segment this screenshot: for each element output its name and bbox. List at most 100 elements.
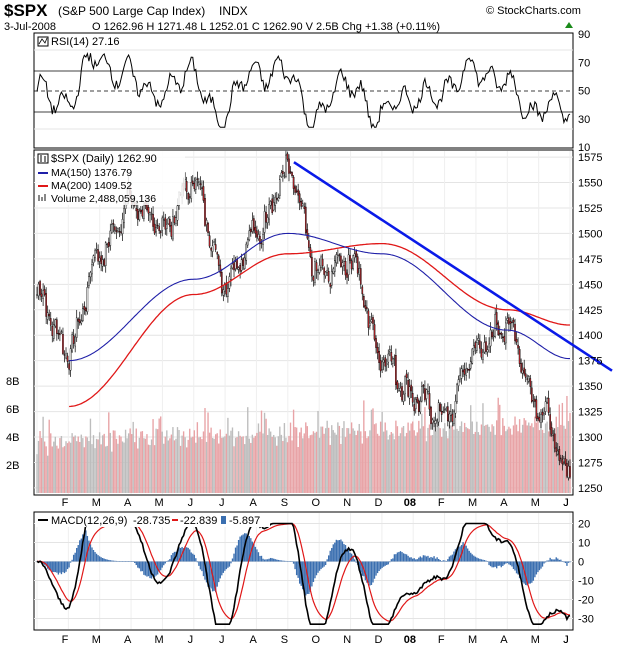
volume-bar [208,432,211,493]
month-label: F [62,634,69,646]
volume-bar [100,444,102,493]
candle-body [208,235,211,247]
candle-body [385,363,388,366]
volume-legend-swatch [38,194,46,201]
macd-hist-bar [158,561,160,572]
macd-hist-bar [228,561,231,567]
candle-body [107,242,110,247]
volume-bar [59,438,61,493]
volume-bar [124,429,127,493]
candle-body [89,272,92,278]
month-axis-bottom: F M A M J J A S O N D 08 F M A M JJ [62,634,569,646]
volume-bar [253,437,255,493]
candle-body [501,336,504,339]
macd-hist-bar [396,552,399,562]
volume-tick-label: 2B [6,460,19,472]
volume-bar [109,432,111,493]
volume-bar [425,441,428,493]
macd-hist-bar [538,561,541,571]
macd-hist-bar [554,559,556,562]
macd-hist-bar [298,561,301,584]
volume-bar [451,425,454,493]
volume-bar [254,435,257,493]
macd-hist-bar [453,551,455,562]
macd-hist-bar [483,560,486,562]
volume-bar [521,424,524,493]
candle-body [36,294,38,296]
macd-hist-bar [276,559,278,562]
volume-bar [552,427,554,493]
candle-body [329,283,332,287]
macd-hist-bar [361,561,363,576]
volume-bar [105,446,107,493]
candle-body [531,387,533,402]
macd-hist-bar [399,551,402,562]
candle-body [332,268,335,274]
volume-bar [421,413,423,493]
month-label: O [312,634,321,646]
macd-hist-bar [123,561,125,562]
volume-bar [340,443,342,493]
candle-body [283,175,286,177]
volume-bar [82,438,84,493]
volume-bar [514,416,516,493]
candle-body [411,393,414,403]
volume-bar [456,428,458,493]
candle-body [556,450,559,455]
candle-body [239,265,241,272]
volume-bar [402,425,405,493]
volume-bar [94,448,96,493]
macd-hist-bar [135,561,137,566]
macd-hist-bar [121,561,124,562]
volume-bars [36,395,571,493]
candle-body [321,258,324,267]
candle-body [269,201,272,206]
macd-hist-bar [340,539,342,562]
volume-bar [140,431,142,493]
candle-body [118,231,121,233]
price-tick-label: 1525 [578,203,602,215]
month-label: M [92,497,101,509]
candle-body [358,268,361,275]
candle-body [94,250,96,258]
volume-bar [127,433,130,493]
candle-body [558,449,561,461]
candle-body [111,224,113,233]
macd-hist-bar [240,535,243,562]
volume-bar [457,430,460,493]
rsi-tick-label: 10 [578,142,590,154]
macd-hist-bar [499,561,501,566]
macd-hist-bar [557,558,559,562]
candle-body [291,172,293,177]
volume-bar [147,444,150,493]
candle-body [83,306,86,310]
volume-bar [176,427,179,493]
volume-bar [433,423,435,493]
candle-body [440,411,443,415]
volume-bar [131,434,133,493]
candle-body [363,296,365,307]
volume-bar [550,423,553,493]
candle-body [45,293,47,317]
candle-body [567,465,570,478]
candle-body [216,252,219,255]
volume-axis: 8B 6B 4B 2B [6,376,19,472]
candle-body [480,348,483,358]
macd-hist-bar [560,559,562,562]
volume-bar [192,436,194,493]
volume-tick-label: 4B [6,432,19,444]
price-tick-label: 1275 [578,457,602,469]
volume-bar [529,425,531,493]
candle-body [227,288,229,297]
macd-panel [33,511,574,631]
candle-body [109,230,112,246]
macd-hist-bar [567,561,570,563]
month-label: 08 [404,497,416,509]
macd-hist-bar [95,553,98,562]
candle-body [288,158,290,174]
volume-bar [205,441,208,493]
macd-hist-bar [430,556,432,562]
candle-body [483,342,486,353]
macd-hist-bar [540,561,542,569]
volume-bar [491,424,493,493]
